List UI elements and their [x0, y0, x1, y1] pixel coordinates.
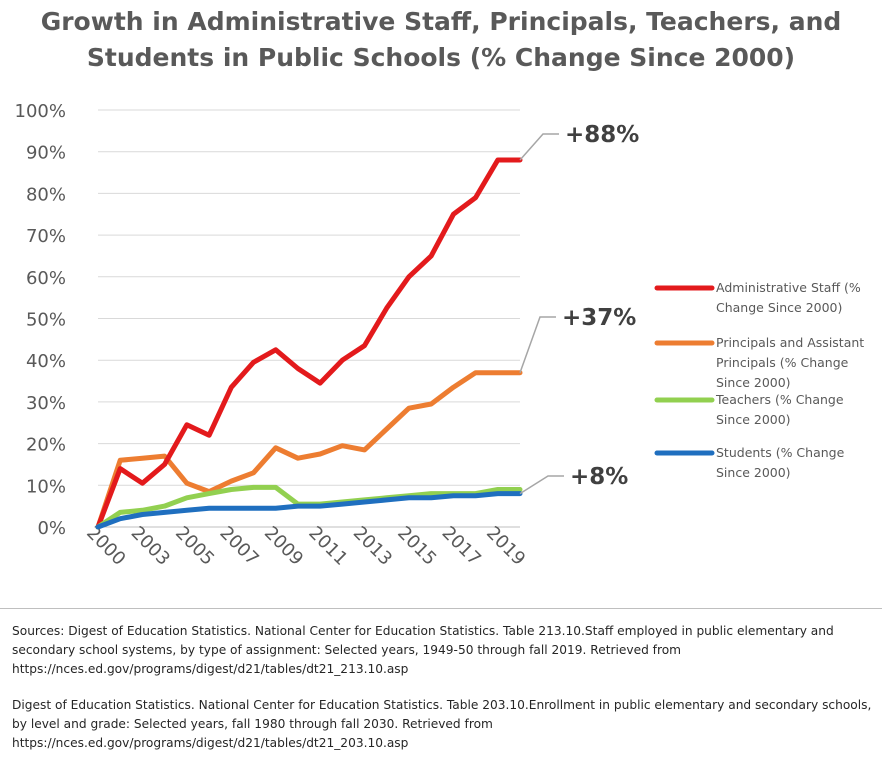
x-tick-label: 2017: [438, 522, 485, 569]
y-tick-label: 80%: [26, 184, 66, 205]
legend-label: Administrative Staff (%: [716, 280, 861, 295]
callout-leader-line: [519, 133, 559, 161]
x-tick-label: 2007: [216, 522, 263, 569]
legend-label: Since 2000): [716, 465, 791, 480]
legend-label: Since 2000): [716, 375, 791, 390]
x-tick-label: 2005: [171, 522, 218, 569]
series-line-3: [95, 491, 523, 530]
y-tick-label: 10%: [26, 476, 66, 497]
callout-leader-line: [519, 316, 556, 373]
y-tick-label: 60%: [26, 268, 66, 289]
y-tick-label: 40%: [26, 351, 66, 372]
y-tick-label: 0%: [37, 518, 66, 539]
gridlines: [98, 109, 520, 528]
legend-label: Since 2000): [716, 412, 791, 427]
x-tick-label: 2009: [260, 522, 307, 569]
legend-label: Teachers (% Change: [715, 392, 844, 407]
x-tick-label: 2013: [349, 522, 396, 569]
series-line-0: [95, 157, 523, 530]
line-chart: 0%10%20%30%40%50%60%70%80%90%100% 200020…: [15, 101, 865, 570]
legend: Administrative Staff (% Change Since 2000…: [654, 280, 864, 480]
chart-title-line-2: Students in Public Schools (% Change Sin…: [86, 43, 796, 72]
callout-label: +8%: [570, 464, 628, 490]
callout-label: +37%: [562, 305, 636, 331]
y-tick-label: 30%: [26, 393, 66, 414]
y-tick-label: 50%: [26, 310, 66, 331]
legend-label: Principals and Assistant: [716, 335, 864, 350]
series-lines: [95, 157, 523, 530]
value-callouts: +88% +37% +8%: [519, 122, 639, 495]
y-axis-tick-labels: 0% 10% 20% 30% 40% 50% 60% 70% 80% 90% 100%: [15, 101, 66, 539]
y-tick-label: 70%: [26, 226, 66, 247]
y-tick-label: 90%: [26, 143, 66, 164]
callout-label: +88%: [565, 122, 639, 148]
x-tick-label: 2003: [127, 522, 174, 569]
legend-label: Change Since 2000): [716, 300, 842, 315]
sources-paragraph-1: Sources: Digest of Education Statistics.…: [12, 624, 834, 676]
y-tick-label: 20%: [26, 435, 66, 456]
chart-title-line-1: Growth in Administrative Staff, Principa…: [40, 7, 842, 36]
legend-label: Students (% Change: [716, 445, 845, 460]
sources-paragraph-2: Digest of Education Statistics. National…: [12, 698, 872, 750]
x-tick-label: 2015: [393, 522, 440, 569]
sources-block: Sources: Digest of Education Statistics.…: [12, 622, 876, 770]
y-tick-label: 100%: [15, 101, 66, 122]
x-tick-label: 2019: [482, 522, 529, 569]
callout-leader-line: [519, 475, 564, 495]
divider-line: [0, 608, 882, 609]
x-tick-label: 2011: [304, 522, 351, 569]
legend-label: Principals (% Change: [716, 355, 849, 370]
x-tick-label: 2000: [82, 522, 129, 569]
chart-title: Growth in Administrative Staff, Principa…: [0, 4, 882, 76]
